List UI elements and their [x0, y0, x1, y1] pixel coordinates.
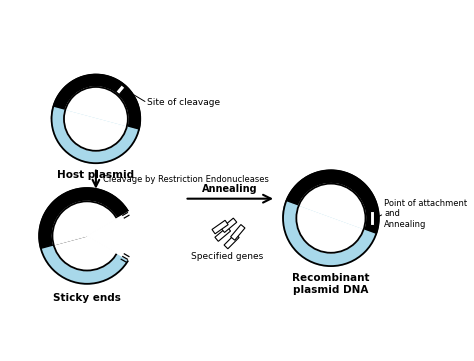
Text: Host plasmid: Host plasmid [57, 170, 135, 180]
Text: Annealing: Annealing [202, 184, 258, 194]
Text: Recombinant
plasmid DNA: Recombinant plasmid DNA [292, 273, 370, 295]
Bar [212, 220, 228, 234]
Bar [224, 234, 239, 249]
Bar [116, 85, 125, 95]
Wedge shape [53, 201, 117, 245]
Text: Sticky ends: Sticky ends [53, 293, 121, 303]
Wedge shape [52, 74, 140, 130]
Wedge shape [41, 236, 128, 284]
Wedge shape [87, 210, 138, 262]
Wedge shape [39, 188, 128, 248]
Text: Specified genes: Specified genes [191, 252, 263, 261]
Wedge shape [52, 107, 139, 163]
Bar [370, 211, 374, 225]
Bar [231, 225, 245, 240]
Wedge shape [296, 206, 364, 253]
Text: Site of cleavage: Site of cleavage [147, 99, 220, 107]
Bar [221, 218, 237, 232]
Text: Cleavage by Restriction Endonucleases: Cleavage by Restriction Endonucleases [103, 175, 269, 184]
Wedge shape [64, 110, 127, 151]
Wedge shape [283, 202, 376, 266]
Wedge shape [64, 87, 128, 127]
Wedge shape [283, 170, 379, 235]
Wedge shape [296, 184, 365, 230]
Bar [215, 227, 230, 241]
Wedge shape [54, 236, 117, 270]
Text: Point of attachment
and
Annealing: Point of attachment and Annealing [384, 199, 467, 229]
